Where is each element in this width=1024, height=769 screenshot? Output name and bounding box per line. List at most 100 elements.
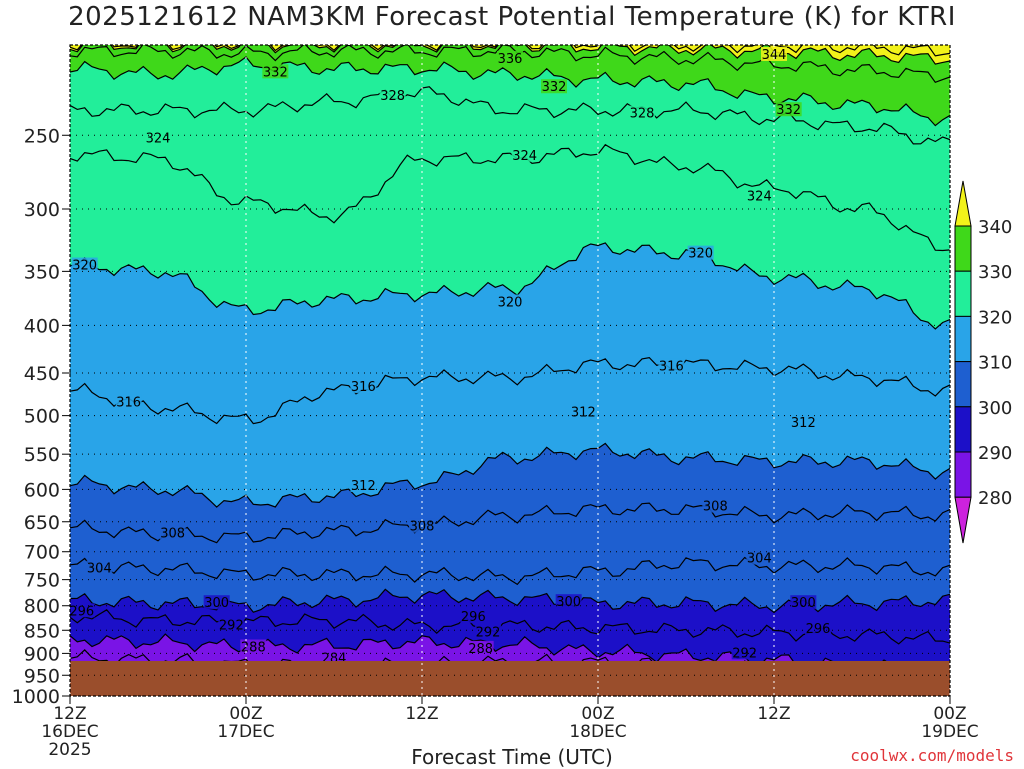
credit-text: coolwx.com/models bbox=[850, 746, 1014, 765]
contour-label: 308 bbox=[159, 525, 186, 541]
contour-label-text: 304 bbox=[87, 562, 112, 577]
contour-label: 332 bbox=[541, 79, 567, 95]
y-tick-label: 300 bbox=[24, 199, 60, 221]
contour-label: 288 bbox=[467, 640, 494, 657]
contour-label: 304 bbox=[86, 560, 113, 577]
contour-label-text: 316 bbox=[351, 380, 376, 395]
contour-label: 300 bbox=[203, 595, 230, 611]
contour-label: 300 bbox=[555, 594, 582, 610]
y-tick-label: 350 bbox=[24, 261, 60, 283]
contour-label: 324 bbox=[145, 130, 171, 146]
y-tick-label: 500 bbox=[24, 406, 60, 428]
plot-frame bbox=[69, 44, 951, 697]
contour-label: 320 bbox=[687, 245, 714, 262]
contour-label-text: 292 bbox=[732, 646, 757, 661]
contour-label-text: 312 bbox=[791, 416, 816, 431]
chart-title: 2025121612 NAM3KM Forecast Potential Tem… bbox=[68, 2, 956, 32]
colorbar-label: 280 bbox=[978, 488, 1012, 509]
contour-label: 292 bbox=[731, 645, 758, 661]
contour-label: 328 bbox=[629, 105, 655, 122]
contour-label-text: 308 bbox=[160, 526, 185, 541]
contour-320 bbox=[70, 242, 950, 330]
contour-label-text: 296 bbox=[461, 610, 486, 625]
contour-label-text: 324 bbox=[146, 131, 171, 146]
y-tick-label: 400 bbox=[24, 315, 60, 337]
y-tick-label: 850 bbox=[24, 620, 60, 642]
contour-324 bbox=[70, 143, 950, 252]
y-tick-label: 700 bbox=[24, 542, 60, 564]
contour-label-text: 300 bbox=[204, 596, 229, 611]
contour-label: 320 bbox=[71, 257, 98, 274]
x-tick-label: 00Z bbox=[933, 704, 966, 724]
contour-label: 292 bbox=[218, 617, 245, 633]
contour-label-text: 320 bbox=[72, 259, 97, 274]
contour-label: 300 bbox=[790, 595, 817, 611]
contour-label-text: 320 bbox=[688, 247, 713, 262]
terrain bbox=[70, 661, 950, 696]
contour-label-text: 332 bbox=[776, 103, 801, 118]
y-tick-label: 550 bbox=[24, 444, 60, 466]
x-tick-label: 00Z bbox=[581, 704, 614, 724]
colorbar-bottom-arrow bbox=[954, 496, 972, 544]
contour-label-text: 296 bbox=[69, 604, 94, 619]
colorbar-segment bbox=[954, 361, 972, 408]
x-tick-label: 12Z bbox=[53, 704, 86, 724]
contour-label-text: 288 bbox=[468, 642, 493, 657]
contour-label-text: 344 bbox=[762, 48, 787, 63]
colorbar-label: 290 bbox=[978, 443, 1012, 464]
x-tick-label: 17DEC bbox=[217, 722, 274, 742]
contour-label: 316 bbox=[658, 358, 685, 375]
contour-296 bbox=[70, 609, 950, 645]
contour-label: 344 bbox=[761, 46, 787, 63]
contour-316 bbox=[70, 356, 950, 425]
contour-label-text: 328 bbox=[630, 107, 655, 122]
x-tick-label: 18DEC bbox=[569, 722, 626, 742]
contour-308 bbox=[70, 502, 950, 544]
contour-label: 332 bbox=[775, 102, 802, 118]
contour-label: 316 bbox=[350, 379, 377, 395]
colorbar-label: 310 bbox=[978, 353, 1012, 374]
y-tick-label: 950 bbox=[24, 665, 60, 687]
colorbar-label: 300 bbox=[978, 398, 1012, 419]
contour-304 bbox=[70, 556, 950, 586]
contour-label-text: 304 bbox=[747, 552, 772, 567]
x-tick-label: 19DEC bbox=[921, 722, 978, 742]
contour-label-text: 320 bbox=[498, 295, 523, 310]
contour-label-text: 308 bbox=[703, 500, 728, 515]
y-tick-label: 800 bbox=[24, 596, 60, 618]
contour-label: 320 bbox=[497, 294, 523, 310]
contour-label: 316 bbox=[115, 394, 142, 410]
colorbar-label: 330 bbox=[978, 262, 1012, 283]
colorbar-segment bbox=[954, 451, 972, 498]
contour-label: 296 bbox=[805, 620, 831, 637]
contour-label: 304 bbox=[746, 550, 773, 567]
contour-label-text: 324 bbox=[512, 149, 537, 164]
contour-label-text: 332 bbox=[542, 80, 567, 95]
y-axis: 2503003504004505005506006507007508008509… bbox=[12, 125, 70, 708]
contour-label: 296 bbox=[460, 609, 487, 625]
colorbar-label: 340 bbox=[978, 217, 1012, 238]
contour-label-text: 296 bbox=[806, 622, 831, 637]
contour-label-text: 300 bbox=[556, 595, 581, 610]
y-tick-label: 650 bbox=[24, 512, 60, 534]
contour-label: 296 bbox=[69, 603, 95, 619]
y-tick-label: 1000 bbox=[12, 686, 60, 708]
contour-label-text: 328 bbox=[380, 89, 405, 104]
contour-label-text: 312 bbox=[571, 405, 596, 420]
x-tick-label: 12Z bbox=[405, 704, 438, 724]
x-tick-label: 2025 bbox=[48, 740, 91, 760]
x-tick-label: 16DEC bbox=[41, 722, 98, 742]
y-tick-label: 900 bbox=[24, 643, 60, 665]
contour-332 bbox=[70, 56, 950, 127]
colorbar: 340 330 320 310 300 290 280 bbox=[954, 180, 1012, 544]
contour-label: 312 bbox=[350, 477, 377, 494]
contour-328 bbox=[70, 86, 950, 145]
terrain-block bbox=[70, 661, 950, 696]
contour-label-text: 288 bbox=[241, 640, 266, 655]
colorbar-segment bbox=[954, 270, 972, 317]
contour-label: 332 bbox=[262, 64, 289, 80]
contour-label: 324 bbox=[746, 188, 773, 205]
contour-label-text: 292 bbox=[476, 626, 501, 641]
